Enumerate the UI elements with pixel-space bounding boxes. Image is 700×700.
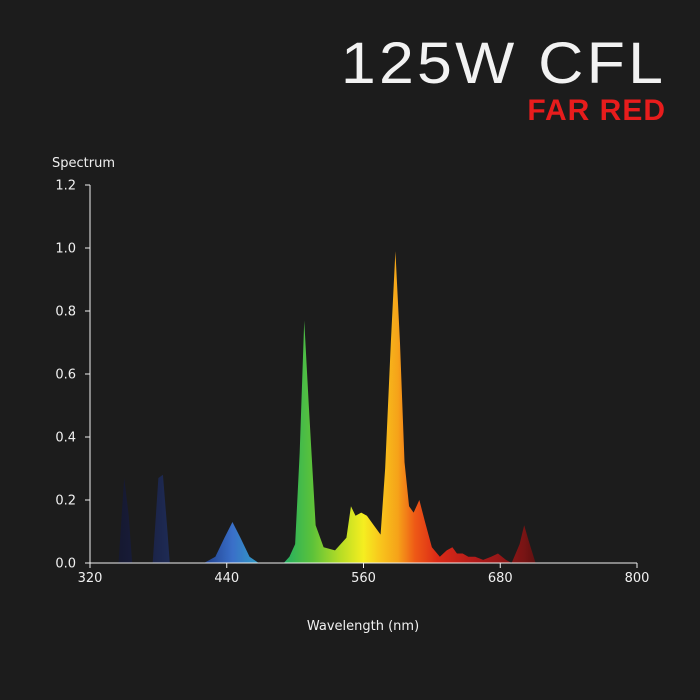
x-tick-label: 440 bbox=[214, 571, 239, 586]
y-tick-label: 0.8 bbox=[55, 305, 76, 320]
x-tick-label: 560 bbox=[351, 571, 376, 586]
y-tick-label: 0.0 bbox=[55, 557, 76, 572]
x-axis-label: Wavelength (nm) bbox=[307, 619, 419, 634]
x-tick-label: 320 bbox=[78, 571, 103, 586]
x-tick-label: 680 bbox=[488, 571, 513, 586]
y-tick-label: 0.6 bbox=[55, 368, 76, 383]
y-tick-label: 0.4 bbox=[55, 431, 76, 446]
y-tick-label: 1.2 bbox=[55, 179, 76, 194]
spectrum-area bbox=[107, 251, 638, 563]
y-tick-label: 0.2 bbox=[55, 494, 76, 509]
chart-subtitle: FAR RED bbox=[527, 94, 666, 127]
chart-title: 125W CFL bbox=[340, 31, 666, 96]
y-axis-label: Spectrum bbox=[52, 156, 115, 171]
y-tick-label: 1.0 bbox=[55, 242, 76, 257]
plot-area: 0.0 0.2 0.4 0.6 0.8 1.0 1.2 320 440 560 680 800 bbox=[55, 179, 649, 587]
x-tick-label: 800 bbox=[625, 571, 650, 586]
